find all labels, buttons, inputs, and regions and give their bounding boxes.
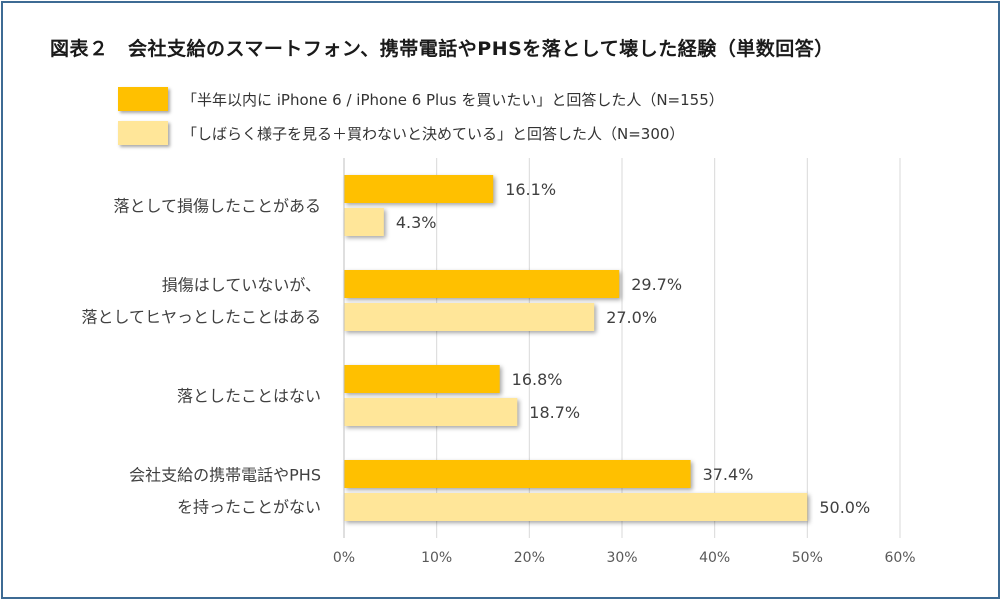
data-label: 18.7% <box>529 403 580 422</box>
bar-series-1 <box>344 365 500 393</box>
legend-label-series-2: 「しばらく様子を見る＋買わないと決めている」と回答した人（N=300） <box>182 124 685 143</box>
bar-series-1 <box>344 460 691 488</box>
category-label: 落としたことはない <box>177 387 321 406</box>
x-tick-label: 30% <box>606 550 637 566</box>
data-label: 29.7% <box>631 275 682 294</box>
bar-series-1 <box>344 175 494 203</box>
data-label: 16.1% <box>505 180 556 199</box>
category-label: 損傷はしていないが、 <box>162 276 321 295</box>
x-tick-label: 0% <box>333 550 355 566</box>
legend-item-series-1: 「半年以内に iPhone 6 / iPhone 6 Plus を買いたい」と回… <box>118 86 724 112</box>
x-tick-label: 20% <box>514 550 545 566</box>
category-label: 会社支給の携帯電話やPHS <box>129 466 321 485</box>
data-label: 37.4% <box>703 465 754 484</box>
bar-series-1 <box>344 270 620 298</box>
category-label: 落としてヒヤっとしたことはある <box>81 308 321 327</box>
category-label: を持ったことがない <box>177 498 321 517</box>
legend-swatch-series-1 <box>118 87 168 111</box>
bar-series-2 <box>344 398 518 426</box>
data-label: 4.3% <box>396 213 437 232</box>
legend-swatch-series-2 <box>118 121 168 145</box>
bar-series-2 <box>344 208 384 236</box>
bar-series-2 <box>344 493 808 521</box>
bar-series-2 <box>344 303 595 331</box>
chart-title: 図表２ 会社支給のスマートフォン、携帯電話やPHSを落として壊した経験（単数回答… <box>50 38 834 60</box>
legend-label-series-1: 「半年以内に iPhone 6 / iPhone 6 Plus を買いたい」と回… <box>182 90 724 109</box>
data-label: 16.8% <box>512 370 563 389</box>
data-label: 27.0% <box>606 308 657 327</box>
x-tick-label: 50% <box>792 550 823 566</box>
data-label: 50.0% <box>819 498 870 517</box>
x-tick-label: 60% <box>884 550 915 566</box>
category-label: 落として損傷したことがある <box>113 197 321 216</box>
x-tick-label: 10% <box>421 550 452 566</box>
x-tick-label: 40% <box>699 550 730 566</box>
legend-item-series-2: 「しばらく様子を見る＋買わないと決めている」と回答した人（N=300） <box>118 120 684 146</box>
